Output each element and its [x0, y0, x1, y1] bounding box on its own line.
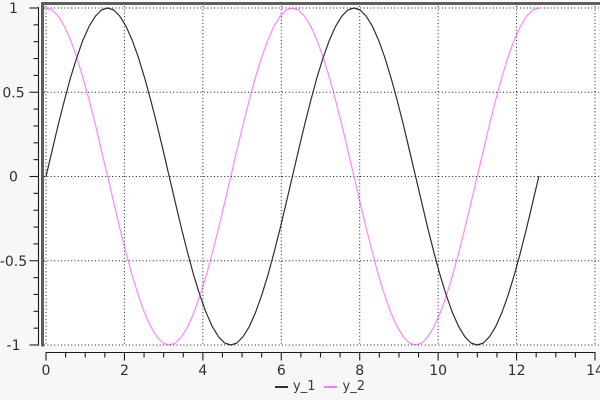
- legend-item-y2: y_2: [324, 379, 365, 394]
- x-tick-label: 4: [198, 363, 207, 379]
- x-tick-label: 0: [42, 363, 51, 379]
- legend-label-y2: y_2: [342, 379, 365, 394]
- y-tick-label: 0.5: [2, 85, 24, 101]
- y-tick-label: -0.5: [0, 254, 27, 270]
- legend-line-sample-y1: [275, 385, 289, 388]
- grid-layer: [44, 6, 599, 346]
- series-line-y_2: [45, 7, 540, 346]
- axes-layer: [29, 7, 596, 361]
- x-tick-label: 10: [429, 363, 447, 379]
- legend-line-sample-y2: [324, 385, 338, 388]
- y-tick-label: 0: [9, 170, 18, 186]
- x-tick-label: 14: [586, 363, 600, 379]
- legend-item-y1: y_1: [275, 379, 316, 394]
- tick-labels-layer: 1 0.5 0 -0.5 -1 0 2 4 6 8 10 12 14: [0, 1, 600, 379]
- x-tick-label: 8: [355, 363, 364, 379]
- x-tick-label: 2: [120, 363, 129, 379]
- series-line-y_1: [45, 7, 540, 346]
- y-tick-label: -1: [7, 338, 21, 354]
- x-tick-label: 12: [508, 363, 526, 379]
- x-tick-label: 6: [277, 363, 286, 379]
- y-tick-label: 1: [9, 1, 18, 17]
- legend-label-y1: y_1: [293, 379, 316, 394]
- legend: y_1 y_2: [275, 379, 365, 394]
- plot-area: [40, 1, 599, 347]
- frame-layer: [41, 2, 600, 347]
